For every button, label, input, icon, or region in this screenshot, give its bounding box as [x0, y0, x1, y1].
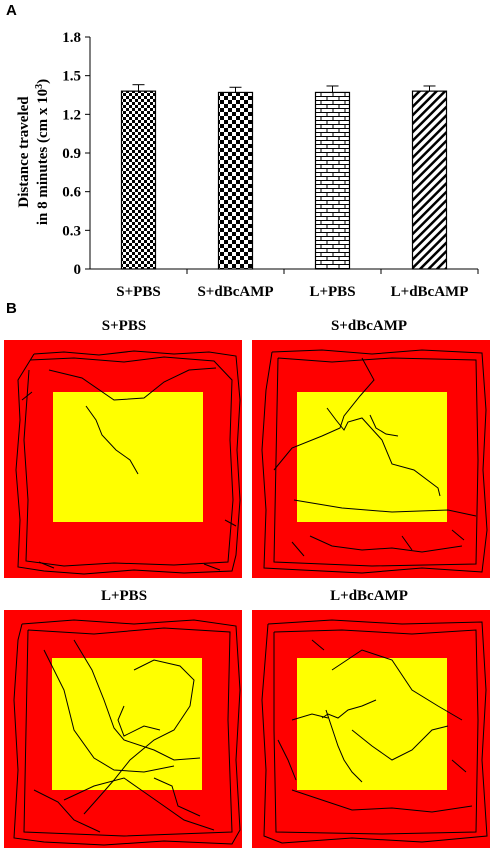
track-panel-l-pbs [4, 610, 242, 848]
bar-chart: Distance traveled in 8 minutes (cm x 103… [16, 30, 479, 300]
center-zone [52, 658, 202, 790]
track-panel-l-dbcamp [252, 610, 490, 848]
y-tick-label: 0.9 [62, 146, 81, 162]
y-axis-label-close: ) [35, 79, 51, 84]
track-plot-l-pbs [13, 619, 241, 846]
panel-b-label: B [6, 300, 17, 317]
panel-a-label: A [6, 2, 17, 19]
center-zone [297, 392, 447, 522]
y-tick-label: 0.3 [62, 223, 81, 239]
y-axis-label-main: in 8 minutes (cm x 10 [35, 89, 51, 225]
y-axis-label-line2: in 8 minutes (cm x 103) [34, 79, 51, 225]
x-tick-label: L+PBS [309, 284, 355, 300]
x-tick-label: L+dBcAMP [391, 284, 469, 300]
y-tick-label: 0 [74, 262, 82, 278]
movement-path [261, 349, 488, 574]
y-tick-label: 1.8 [62, 30, 81, 46]
movement-path [15, 350, 241, 575]
track-title-l-pbs: L+PBS [100, 588, 148, 604]
x-tick-label: S+dBcAMP [197, 284, 273, 300]
track-panel-s-pbs [4, 340, 242, 578]
track-title-l-dbcamp: L+dBcAMP [330, 588, 408, 604]
track-plot-s-dbcamp [261, 349, 488, 574]
bar [411, 90, 448, 270]
movement-path [13, 619, 241, 846]
track-plot-l-dbcamp [261, 619, 488, 844]
bar [120, 90, 157, 270]
x-tick-label: S+PBS [116, 284, 160, 300]
center-zone [297, 658, 447, 790]
y-tick-label: 0.6 [62, 185, 81, 201]
track-plot-s-pbs [15, 350, 241, 575]
y-axis-label-superscript: 3 [34, 84, 45, 89]
track-panel-s-dbcamp [252, 340, 490, 578]
track-title-s-pbs: S+PBS [101, 318, 147, 334]
y-tick-label: 1.5 [62, 69, 81, 85]
bar [314, 91, 351, 270]
movement-path [261, 619, 488, 844]
y-axis-label-line1: Distance traveled [16, 96, 32, 208]
bar [217, 91, 254, 270]
y-tick-label: 1.2 [62, 107, 81, 123]
track-title-s-dbcamp: S+dBcAMP [330, 318, 408, 334]
center-zone [53, 392, 203, 522]
